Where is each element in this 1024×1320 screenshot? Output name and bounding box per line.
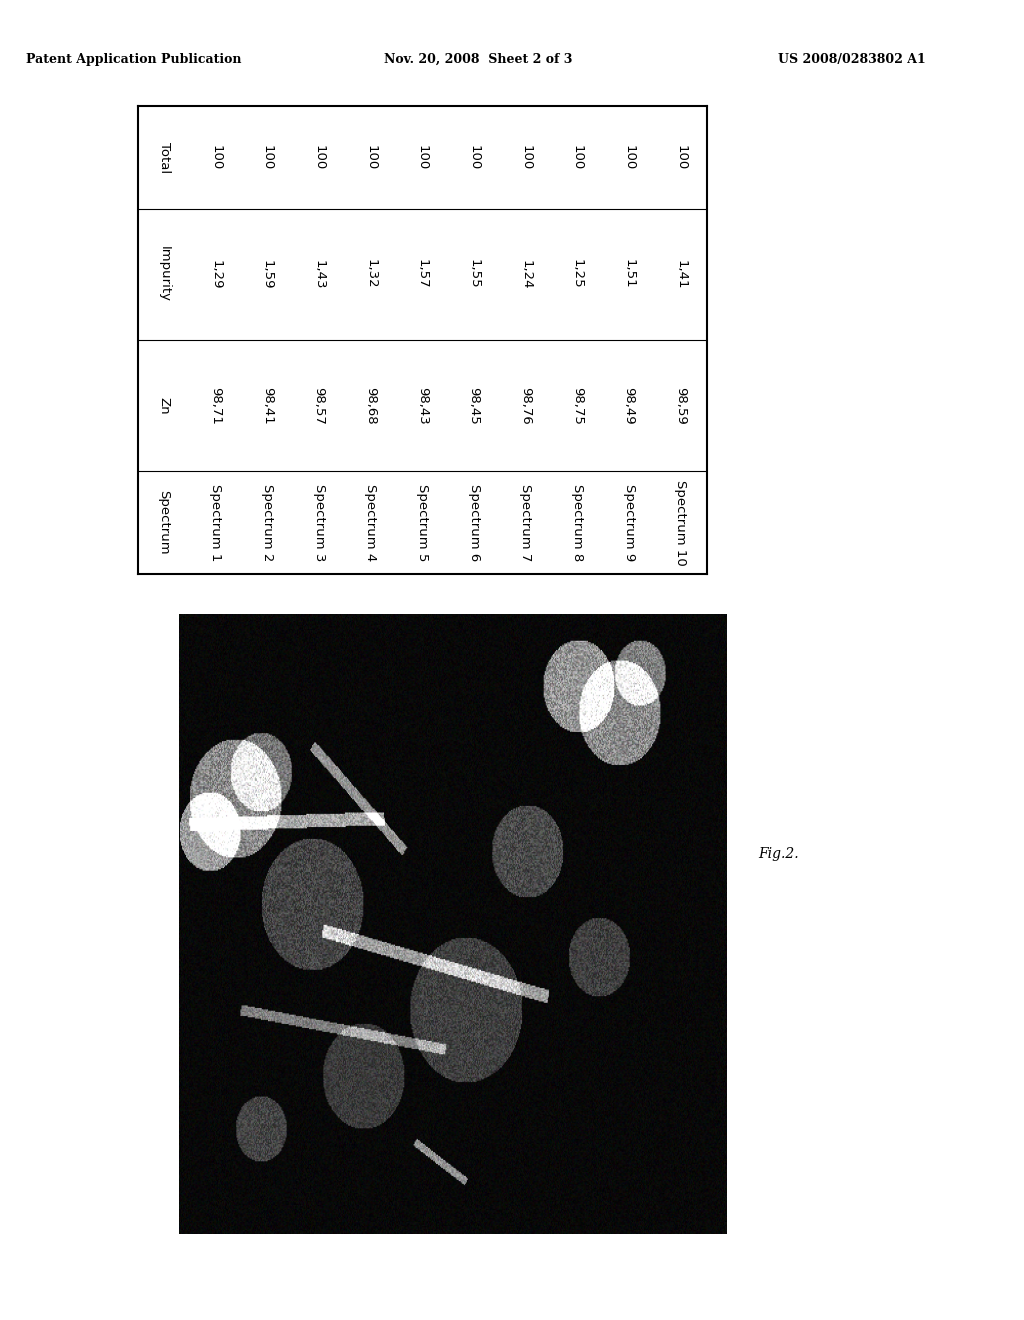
Text: Nov. 20, 2008  Sheet 2 of 3: Nov. 20, 2008 Sheet 2 of 3 <box>384 53 572 66</box>
Text: 1,25: 1,25 <box>571 260 584 289</box>
Text: 98,75: 98,75 <box>571 387 584 425</box>
Text: 100: 100 <box>416 144 429 170</box>
Text: 1,51: 1,51 <box>623 260 636 289</box>
Text: Spectrum 2: Spectrum 2 <box>261 484 273 561</box>
Text: Spectrum 9: Spectrum 9 <box>623 484 636 561</box>
Text: Spectrum 8: Spectrum 8 <box>571 484 584 561</box>
Text: 98,59: 98,59 <box>674 387 687 424</box>
Text: 98,49: 98,49 <box>623 387 636 424</box>
Text: Spectrum 3: Spectrum 3 <box>312 484 326 561</box>
Text: Spectrum 7: Spectrum 7 <box>519 484 532 561</box>
Text: US 2008/0283802 A1: US 2008/0283802 A1 <box>778 53 926 66</box>
Text: 1,32: 1,32 <box>365 260 377 289</box>
Text: Fig.2.: Fig.2. <box>758 847 799 861</box>
Text: Spectrum: Spectrum <box>158 490 171 554</box>
Text: 1,41: 1,41 <box>674 260 687 289</box>
Text: 100: 100 <box>468 144 480 170</box>
Text: 100: 100 <box>312 144 326 170</box>
Text: 1,59: 1,59 <box>261 260 273 289</box>
Text: Spectrum 4: Spectrum 4 <box>365 484 377 561</box>
Text: 1,57: 1,57 <box>416 260 429 289</box>
Text: 98,71: 98,71 <box>209 387 222 425</box>
Text: 98,76: 98,76 <box>519 387 532 424</box>
Text: 100: 100 <box>623 144 636 170</box>
Text: 98,68: 98,68 <box>365 387 377 424</box>
Text: 98,45: 98,45 <box>468 387 480 424</box>
Text: Spectrum 6: Spectrum 6 <box>468 484 480 561</box>
Text: 98,57: 98,57 <box>312 387 326 425</box>
Text: Spectrum 1: Spectrum 1 <box>209 484 222 561</box>
Text: Zn: Zn <box>158 397 171 414</box>
Text: 100: 100 <box>519 144 532 170</box>
Text: 1,24: 1,24 <box>519 260 532 289</box>
Text: Spectrum 10: Spectrum 10 <box>674 479 687 565</box>
Text: 100: 100 <box>365 144 377 170</box>
Text: Patent Application Publication: Patent Application Publication <box>26 53 241 66</box>
Text: 100: 100 <box>261 144 273 170</box>
Text: 1,55: 1,55 <box>468 260 480 289</box>
Text: Total: Total <box>158 141 171 173</box>
Text: 98,41: 98,41 <box>261 387 273 424</box>
Text: 100: 100 <box>571 144 584 170</box>
Text: 1,43: 1,43 <box>312 260 326 289</box>
Text: Impurity: Impurity <box>158 247 171 302</box>
Text: 98,43: 98,43 <box>416 387 429 424</box>
Text: 1,29: 1,29 <box>209 260 222 289</box>
Text: 100: 100 <box>674 144 687 170</box>
Text: Spectrum 5: Spectrum 5 <box>416 484 429 561</box>
Text: 100: 100 <box>209 144 222 170</box>
